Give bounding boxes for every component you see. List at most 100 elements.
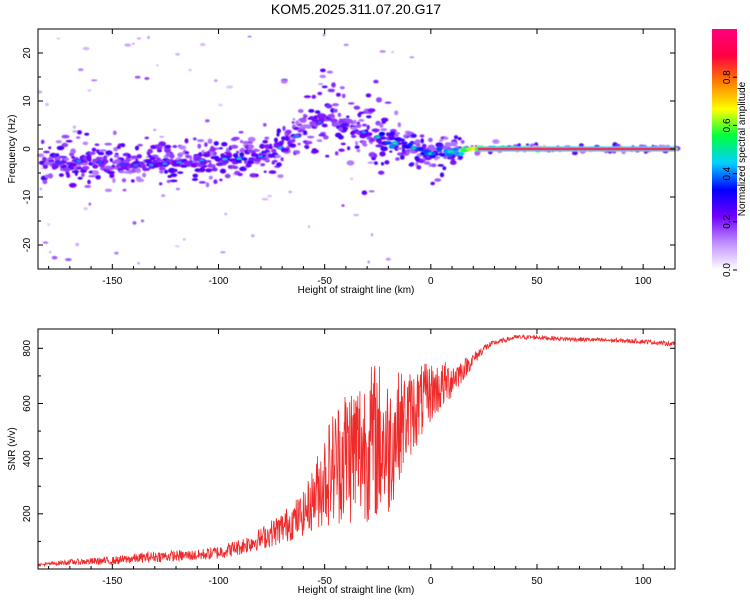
spectrogram-halo-blob: [341, 93, 346, 99]
spectrogram-halo-blob: [122, 188, 127, 192]
spectrogram-halo-blob: [77, 176, 83, 180]
colorbar-ramp: [712, 29, 737, 270]
spectrogram-core-blob: [401, 141, 408, 145]
spectrogram-halo-blob: [355, 124, 362, 128]
colorbar-tick-label: 0.6: [722, 118, 733, 132]
spectrogram-peak-inner: [361, 131, 366, 134]
spectrogram-halo-blob: [61, 142, 69, 148]
colorbar-tick-label: 0.4: [722, 166, 733, 180]
spectrogram-noise-blob: [39, 187, 43, 191]
spectrogram-peak-inner: [341, 123, 348, 126]
spectrogram-halo-blob: [281, 140, 285, 143]
spectrogram-halo-blob: [282, 125, 286, 132]
spectrogram-halo-blob: [353, 105, 361, 110]
spectrogram-halo-blob: [397, 152, 403, 156]
spectrogram-halo-blob: [238, 130, 244, 134]
spectrogram-halo-blob: [400, 154, 405, 160]
spectrogram-halo-blob: [255, 173, 259, 178]
spectrogram-halo-blob: [276, 132, 280, 137]
spectrogram-noise-blob: [140, 219, 145, 223]
spectrogram-halo-blob: [63, 157, 70, 161]
spectrogram-halo-blob: [457, 137, 462, 141]
spectrogram-halo-blob: [380, 162, 385, 166]
spectrogram-noise-blob: [188, 68, 193, 72]
spectrogram-halo-blob: [394, 146, 399, 151]
spectrogram-halo-blob: [107, 170, 115, 175]
spectrogram-halo-blob: [322, 135, 329, 140]
spectrogram-halo-blob: [48, 146, 52, 150]
spectrogram-halo-blob: [66, 173, 71, 178]
spectrogram-y-tick-label: 10: [22, 95, 33, 107]
spectrogram-halo-blob: [242, 140, 250, 145]
snr-x-ticks: -150 -100 -50 0 50 100: [48, 329, 665, 587]
colorbar-ticks: 0.0 0.2 0.4 0.6 0.8: [722, 70, 737, 277]
spectrogram-core-blob: [108, 166, 114, 171]
spectrogram-noise-blob: [134, 75, 141, 79]
spectrogram-halo-blob: [355, 140, 359, 146]
spectrogram-core-blob: [88, 151, 96, 155]
spectrogram-x-tick-label: -100: [208, 276, 228, 287]
spectrogram-halo-blob: [379, 151, 386, 157]
spectrogram-halo-blob: [144, 159, 152, 163]
spectrogram-halo-blob: [325, 154, 330, 158]
spectrogram-core-blob: [327, 114, 335, 118]
spectrogram-halo-blob: [118, 170, 125, 174]
spectrogram-halo-blob: [316, 139, 323, 143]
spectrogram-halo-blob: [320, 68, 326, 73]
spectrogram-peak-inner: [375, 136, 381, 139]
spectrogram-noise-blob: [65, 258, 72, 262]
spectrogram-halo-blob: [192, 173, 199, 178]
spectrogram-core-blob: [268, 145, 273, 150]
spectrogram-noise-blob: [353, 213, 360, 217]
spectrogram-halo-blob: [339, 86, 345, 90]
spectrogram-noise-blob: [350, 177, 354, 181]
spectrogram-halo-blob: [164, 169, 169, 174]
spectrogram-core-blob: [210, 147, 216, 152]
spectrogram-halo-blob: [356, 149, 361, 153]
spectrogram-halo-blob: [177, 171, 184, 175]
spectrogram-core-blob: [366, 132, 373, 137]
spectrogram-halo-blob: [169, 153, 175, 159]
spectrogram-halo-blob: [406, 152, 410, 155]
spectrogram-core-blob: [414, 155, 420, 161]
spectrogram-noise-blob: [114, 251, 119, 255]
spectrogram-noise-blob: [199, 42, 206, 47]
spectrogram-peak-inner: [149, 164, 154, 166]
spectrogram-halo-blob: [184, 151, 190, 155]
spectrogram-core-blob: [95, 156, 102, 161]
spectrogram-noise-blob: [51, 255, 58, 260]
spectrogram-halo-blob: [113, 130, 117, 135]
spectrogram-halo-blob: [44, 174, 49, 179]
spectrogram-noise-blob: [292, 118, 296, 121]
spectrogram-halo-blob: [136, 154, 142, 159]
spectrogram-noise-blob: [343, 43, 349, 47]
spectrogram-halo-blob: [95, 175, 101, 180]
spectrogram-core-blob: [371, 128, 380, 133]
spectrogram-ridge-band-inner: [477, 147, 675, 151]
spectrogram-core-blob: [149, 156, 156, 161]
spectrogram-noise-blob: [226, 85, 234, 89]
spectrogram-peak-inner: [461, 149, 466, 152]
spectrogram-halo-blob: [247, 136, 256, 142]
spectrogram-noise-blob: [205, 119, 210, 123]
spectrogram-peak-inner: [428, 152, 432, 155]
spectrogram-halo-blob: [274, 154, 281, 159]
spectrogram-halo-blob: [71, 156, 76, 159]
spectrogram-halo-blob: [155, 146, 163, 150]
spectrogram-core-blob: [220, 153, 226, 158]
spectrogram-halo-blob: [213, 141, 219, 146]
spectrogram-halo-blob: [388, 135, 395, 141]
spectrogram-halo-blob: [262, 139, 269, 144]
spectrogram-peak-inner: [278, 146, 283, 149]
spectrogram-peak-inner: [258, 155, 263, 158]
spectrogram-halo-blob: [186, 154, 191, 159]
spectrogram-halo-blob: [321, 85, 328, 89]
spectrogram-core-blob: [408, 142, 414, 147]
spectrogram-halo-blob: [395, 132, 400, 135]
spectrogram-core-blob: [86, 156, 92, 162]
spectrogram-halo-blob: [235, 150, 240, 154]
snr-x-axis-label: Height of straight line (km): [298, 585, 415, 596]
spectrogram-halo-blob: [379, 123, 384, 128]
spectrogram-halo-blob: [81, 173, 85, 177]
spectrogram-halo-blob: [170, 173, 178, 178]
